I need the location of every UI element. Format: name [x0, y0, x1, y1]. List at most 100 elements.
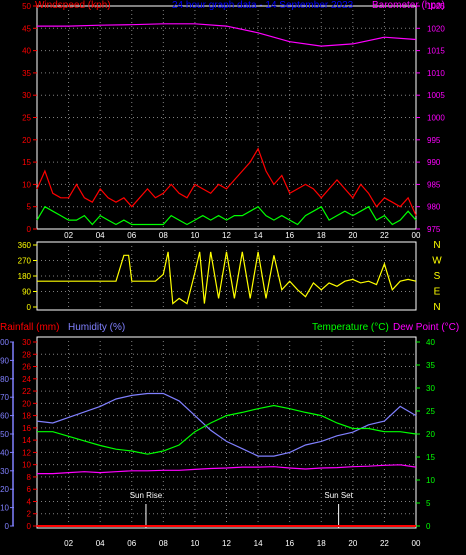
direction-ticks: 0 90 180 270 360	[18, 241, 37, 312]
wind-x-tick-label: 02	[64, 231, 73, 240]
direction-tick-label: 360	[18, 241, 32, 250]
rainfall-tick-label: 12	[22, 448, 31, 457]
barometer-tick-label: 1025	[427, 2, 445, 11]
rainfall-tick-label: 24	[22, 375, 31, 384]
compass-label: E	[434, 287, 441, 298]
wind-direction-line	[37, 251, 417, 305]
dew-point-line	[37, 464, 417, 475]
rainfall-tick-label: 4	[27, 497, 32, 506]
wind-x-tick-label: 10	[190, 231, 199, 240]
barometer-tick-label: 985	[427, 180, 441, 189]
wind-x-tick-label: 04	[96, 231, 105, 240]
wind-tick-label: 30	[22, 91, 31, 100]
temp-x-tick-label: 10	[190, 539, 199, 548]
direction-tick-label: 180	[18, 272, 32, 281]
barometer-axis-title: Barometer (hpa)	[372, 0, 445, 11]
barometer-tick-label: 1005	[427, 91, 445, 100]
temp-x-tick-label: 02	[64, 539, 73, 548]
rainfall-tick-label: 6	[27, 485, 32, 494]
temp-x-tick-label: 18	[317, 539, 326, 548]
barometer-tick-label: 990	[427, 158, 441, 167]
wind-x-ticks: 02 04 06 08 10 12 14 16 18 20 22 00	[64, 231, 421, 240]
barometer-tick-label: 1015	[427, 47, 445, 56]
temp-panel: Rainfall (mm) Humidity (%) Temperature (…	[0, 322, 459, 548]
humidity-tick-label: 10	[0, 504, 9, 513]
rainfall-tick-label: 30	[22, 338, 31, 347]
temp-x-tick-label: 00	[412, 539, 421, 548]
wind-tick-label: 40	[22, 47, 31, 56]
direction-gridlines	[37, 242, 416, 310]
temperature-tick-label: 30	[426, 384, 435, 393]
compass-label: W	[432, 256, 442, 267]
wind-x-tick-label: 18	[317, 231, 326, 240]
temp-x-tick-label: 14	[254, 539, 263, 548]
wind-x-tick-label: 14	[254, 231, 263, 240]
rainfall-tick-label: 28	[22, 350, 31, 359]
temp-x-tick-label: 06	[127, 539, 136, 548]
wind-x-tick-label: 12	[222, 231, 231, 240]
barometer-tick-label: 1010	[427, 69, 445, 78]
wind-x-tick-label: 16	[285, 231, 294, 240]
humidity-ticks: 0 10 20 30 40 50 60 70 80 90 100	[0, 338, 14, 531]
barometer-line	[37, 23, 417, 47]
rainfall-tick-label: 2	[27, 510, 32, 519]
barometer-ticks: 975 980 985 990 995 1000 1005 1010 1015 1020 1025	[416, 2, 445, 234]
humidity-tick-label: 60	[0, 412, 9, 421]
wind-tick-label: 25	[22, 114, 31, 123]
direction-series	[37, 251, 417, 305]
compass-label: N	[433, 302, 440, 313]
wind-panel: Windspeed (kph) 24 hour graph data - 14 …	[22, 0, 445, 240]
temp-x-tick-label: 22	[380, 539, 389, 548]
compass-label: S	[434, 271, 441, 282]
wind-tick-label: 0	[27, 225, 32, 234]
temp-x-tick-label: 12	[222, 539, 231, 548]
temperature-axis-title: Temperature (°C)	[312, 322, 389, 333]
sun-annotations: Sun Rise Sun Set	[130, 491, 354, 528]
direction-tick-label: 90	[22, 288, 31, 297]
humidity-tick-label: 80	[0, 375, 9, 384]
rainfall-tick-label: 20	[22, 399, 31, 408]
temp-x-ticks: 02 04 06 08 10 12 14 16 18 20 22 00	[64, 539, 421, 548]
temp-x-tick-label: 20	[348, 539, 357, 548]
temp-gridlines	[37, 337, 416, 528]
temperature-ticks: 0 5 10 15 20 25 30 35 40	[416, 338, 435, 531]
barometer-tick-label: 1020	[427, 24, 445, 33]
wind-x-tick-label: 08	[159, 231, 168, 240]
wind-x-tick-label: 06	[127, 231, 136, 240]
humidity-tick-label: 30	[0, 467, 9, 476]
humidity-axis-title: Humidity (%)	[68, 322, 125, 333]
humidity-tick-label: 50	[0, 430, 9, 439]
wind-average-line	[36, 205, 417, 226]
temperature-tick-label: 35	[426, 361, 435, 370]
temperature-tick-label: 0	[426, 522, 431, 531]
wind-x-tick-label: 22	[380, 231, 389, 240]
temperature-tick-label: 20	[426, 430, 435, 439]
direction-tick-label: 270	[18, 257, 32, 266]
direction-tick-label: 0	[27, 303, 32, 312]
temp-x-tick-label: 08	[159, 539, 168, 548]
wind-gridlines	[37, 6, 416, 229]
barometer-tick-label: 995	[427, 136, 441, 145]
sun-event-label: Sun Set	[324, 491, 353, 500]
rainfall-tick-label: 26	[22, 363, 31, 372]
temperature-tick-label: 25	[426, 407, 435, 416]
temperature-tick-label: 40	[426, 338, 435, 347]
wind-axis-title: Windspeed (kph)	[35, 0, 111, 11]
humidity-tick-label: 100	[0, 338, 10, 347]
temperature-tick-label: 10	[426, 476, 435, 485]
humidity-tick-label: 20	[0, 485, 9, 494]
wind-tick-label: 10	[22, 180, 31, 189]
temp-series	[36, 392, 417, 527]
humidity-line	[36, 392, 417, 457]
dew-point-axis-title: Dew Point (°C)	[393, 322, 459, 333]
wind-tick-label: 5	[27, 203, 32, 212]
wind-tick-label: 20	[22, 136, 31, 145]
wind-x-tick-label: 00	[412, 231, 421, 240]
sun-event-label: Sun Rise	[130, 491, 163, 500]
wind-series	[36, 23, 417, 226]
barometer-tick-label: 980	[427, 203, 441, 212]
